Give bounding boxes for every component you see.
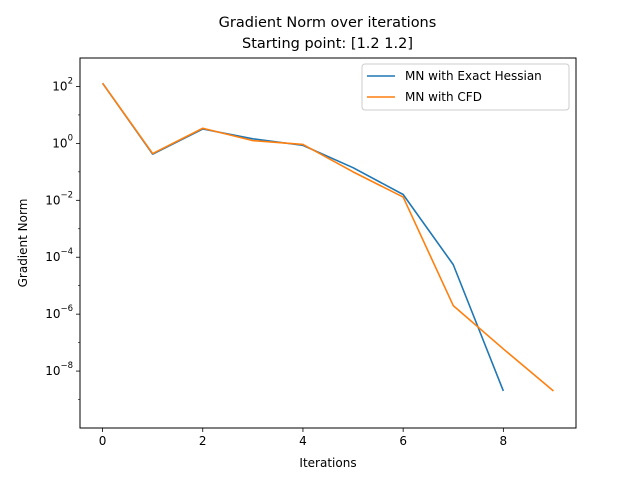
legend-box (361, 63, 570, 111)
plot-frame (79, 57, 577, 429)
series-line-1 (101, 82, 505, 392)
x-tick-label: 6 (399, 434, 407, 448)
legend-label: MN with CFD (405, 90, 482, 104)
legend: MN with Exact Hessian MN with CFD (361, 63, 570, 111)
y-tick-label: 10−6 (45, 304, 73, 321)
chart-subtitle: Starting point: [1.2 1.2] (242, 36, 413, 52)
y-axis-label: Gradient Norm (16, 199, 30, 288)
y-tick-label: 10−8 (45, 361, 73, 378)
y-tick-label: 102 (52, 76, 73, 93)
legend-label: MN with Exact Hessian (405, 69, 542, 83)
x-axis-label: Iterations (299, 456, 356, 470)
series-line-2 (101, 82, 554, 392)
y-tick-label: 100 (52, 133, 73, 150)
y-tick-label: 10−2 (45, 190, 73, 207)
x-tick-label: 8 (500, 434, 508, 448)
y-tick-label: 10−4 (45, 247, 73, 264)
x-tick-label: 4 (299, 434, 307, 448)
chart-title: Gradient Norm over iterations (219, 15, 437, 31)
x-tick-label: 2 (199, 434, 207, 448)
x-axis-ticks: 0 2 4 6 8 (99, 428, 507, 448)
y-axis-ticks: 102 100 10−2 10−4 10−6 10−8 (45, 76, 80, 400)
plot-lines (101, 82, 554, 392)
x-tick-label: 0 (99, 434, 107, 448)
